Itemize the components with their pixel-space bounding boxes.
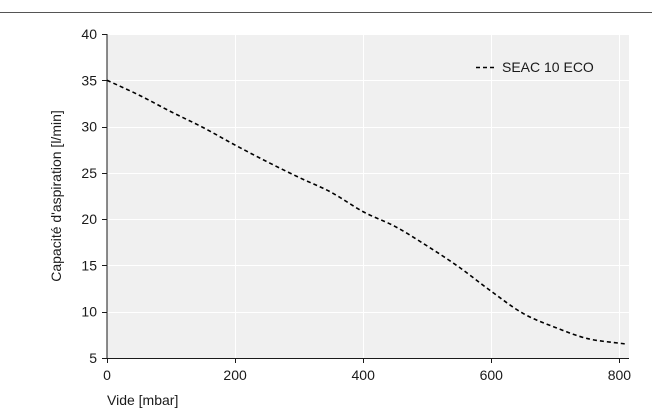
- grid-lines: [107, 34, 629, 358]
- legend: SEAC 10 ECO: [476, 59, 594, 75]
- x-tick-label: 400: [352, 367, 376, 383]
- x-axis-title: Vide [mbar]: [107, 392, 178, 408]
- axes: [102, 34, 629, 363]
- y-axis-title: Capacité d'aspiration [l/min]: [48, 110, 64, 282]
- y-tick-label: 10: [81, 304, 97, 320]
- y-tick-label: 25: [81, 165, 97, 181]
- plot-area: [107, 34, 629, 358]
- y-tick-label: 15: [81, 257, 97, 273]
- legend-label: SEAC 10 ECO: [502, 59, 594, 75]
- x-tick-label: 0: [103, 367, 111, 383]
- y-tick-label: 5: [89, 350, 97, 366]
- x-tick-label: 200: [223, 367, 247, 383]
- y-tick-label: 40: [81, 26, 97, 42]
- x-tick-label: 800: [608, 367, 632, 383]
- y-tick-label: 35: [81, 72, 97, 88]
- y-tick-label: 30: [81, 119, 97, 135]
- x-tick-label: 600: [480, 367, 504, 383]
- y-tick-label: 20: [81, 211, 97, 227]
